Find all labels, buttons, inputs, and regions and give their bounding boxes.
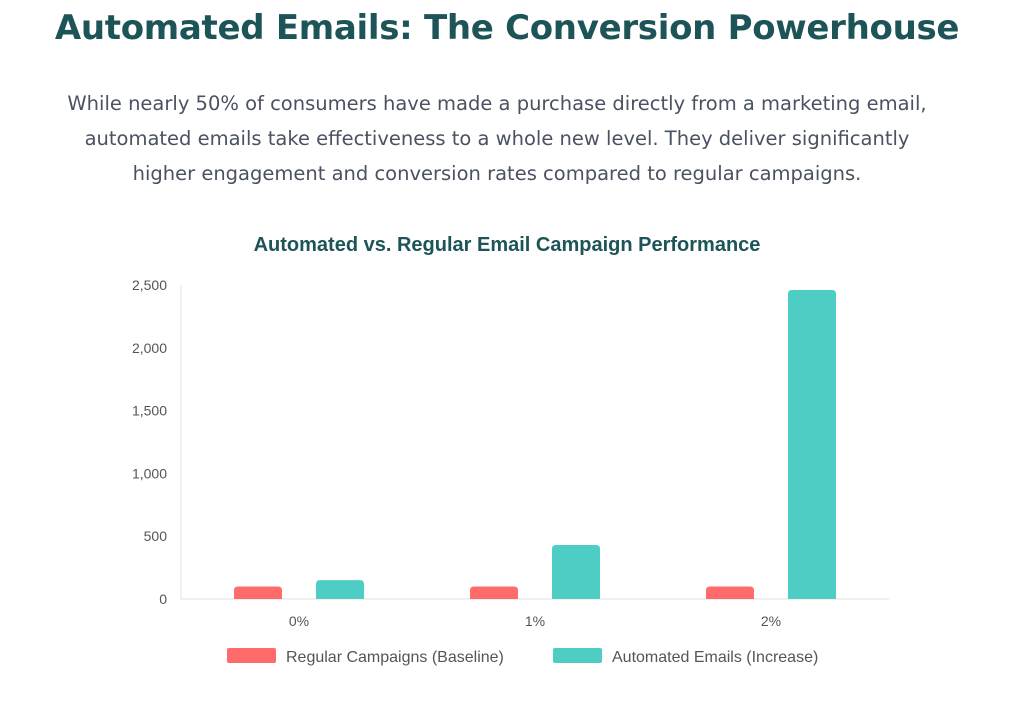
x-tick-label: 0% — [289, 613, 309, 629]
x-tick-label: 1% — [525, 613, 545, 629]
bar — [470, 586, 518, 599]
bar — [552, 544, 600, 599]
chart-title: Automated vs. Regular Email Campaign Per… — [254, 234, 761, 256]
legend-label: Automated Emails (Increase) — [612, 649, 818, 666]
x-axis: 0% 1% 2% — [181, 598, 889, 629]
page-title: Automated Emails: The Conversion Powerho… — [54, 8, 960, 48]
intro-paragraph: While nearly 50% of consumers have made … — [0, 86, 994, 191]
x-tick-label: 2% — [761, 613, 781, 629]
y-axis: 0 500 1,000 1,500 2,000 2,500 — [132, 277, 182, 607]
bar — [316, 580, 364, 599]
legend-swatch — [553, 648, 602, 663]
bar — [706, 586, 754, 599]
bars — [234, 290, 836, 599]
bar — [234, 586, 282, 599]
y-tick-label: 1,500 — [132, 403, 167, 419]
y-tick-label: 2,500 — [132, 277, 167, 293]
y-tick-label: 1,000 — [132, 465, 167, 481]
intro-line: automated emails take effectiveness to a… — [84, 127, 910, 150]
chart-container: Automated vs. Regular Email Campaign Per… — [0, 220, 1024, 706]
legend: Regular Campaigns (Baseline) Automated Em… — [227, 648, 818, 666]
legend-swatch — [227, 648, 276, 663]
intro-line: While nearly 50% of consumers have made … — [67, 92, 927, 115]
intro-line: higher engagement and conversion rates c… — [132, 162, 862, 185]
legend-label: Regular Campaigns (Baseline) — [286, 649, 504, 666]
bar-chart: Automated vs. Regular Email Campaign Per… — [132, 234, 889, 666]
bar — [788, 290, 836, 599]
y-tick-label: 0 — [159, 591, 167, 607]
y-tick-label: 2,000 — [132, 340, 167, 356]
y-tick-label: 500 — [144, 528, 168, 544]
